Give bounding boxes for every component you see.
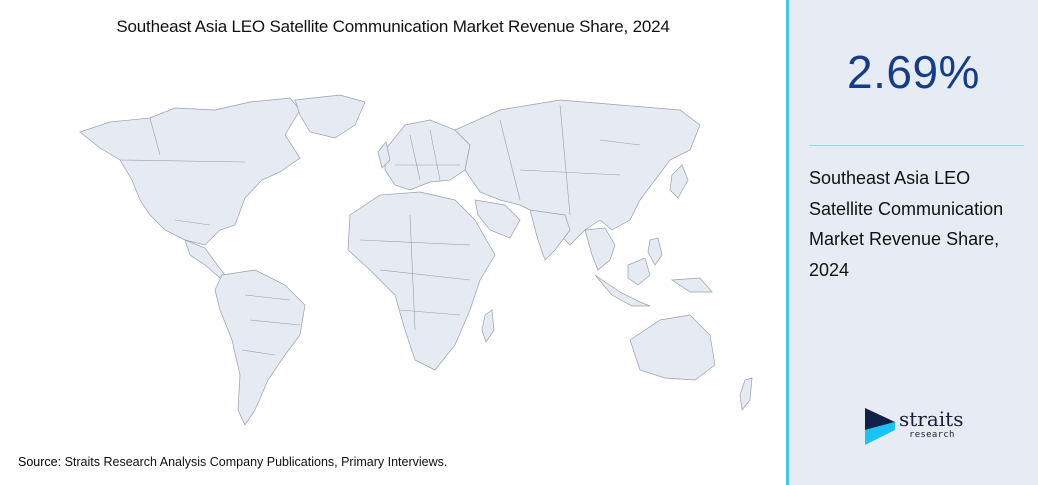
map-india bbox=[529, 209, 571, 261]
chart-title: Southeast Asia LEO Satellite Communicati… bbox=[116, 17, 670, 36]
map-africa bbox=[347, 191, 496, 371]
map-new-zealand bbox=[739, 377, 753, 411]
map-north-america bbox=[79, 97, 301, 246]
map-borneo bbox=[627, 257, 651, 286]
world-map bbox=[79, 94, 753, 426]
map-philippines bbox=[647, 237, 663, 266]
logo-subtext: research bbox=[909, 430, 955, 440]
map-southeast-asia bbox=[584, 227, 616, 271]
map-indonesia bbox=[594, 274, 651, 307]
straits-chevron-icon bbox=[865, 408, 895, 445]
map-greenland bbox=[294, 94, 366, 139]
map-south-america bbox=[214, 269, 306, 426]
source-label: Source: bbox=[18, 455, 62, 469]
map-australia bbox=[629, 314, 716, 381]
map-asia bbox=[454, 99, 701, 246]
map-europe bbox=[384, 119, 471, 191]
kpi-description: Southeast Asia LEO Satellite Communicati… bbox=[809, 168, 1004, 280]
map-madagascar bbox=[481, 309, 495, 343]
map-new-guinea bbox=[670, 277, 713, 293]
source-text: Straits Research Analysis Company Public… bbox=[64, 455, 448, 469]
kpi-panel: 2.69% Southeast Asia LEO Satellite Commu… bbox=[786, 0, 1038, 485]
logo-wordmark: straits bbox=[899, 407, 964, 431]
map-borders bbox=[119, 104, 641, 356]
map-arabia bbox=[474, 199, 521, 239]
map-uk bbox=[377, 141, 391, 169]
map-section: Southeast Asia LEO Satellite Communicati… bbox=[18, 17, 753, 469]
map-japan bbox=[669, 164, 689, 199]
kpi-divider bbox=[809, 145, 1024, 146]
source-note: Source: Straits Research Analysis Compan… bbox=[18, 455, 447, 469]
map-central-america bbox=[184, 239, 226, 279]
kpi-value: 2.69% bbox=[847, 46, 980, 98]
straits-research-logo: straits research bbox=[865, 407, 975, 448]
